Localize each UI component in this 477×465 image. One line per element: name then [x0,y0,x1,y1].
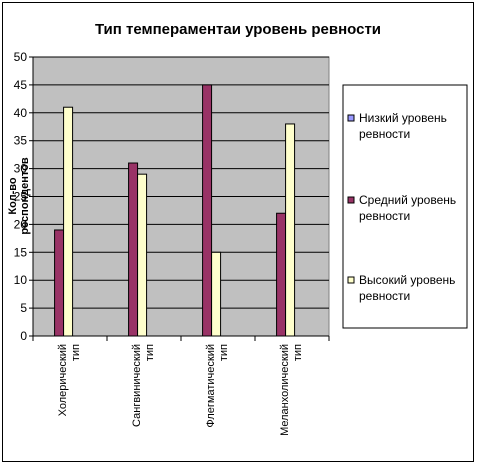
legend-swatch [347,196,355,204]
legend-label-line: ревности [359,289,410,303]
y-tick-label: 25 [14,190,28,204]
bar [128,162,139,337]
x-tick-label: Меланхолическийтип [279,344,304,436]
x-tick-label: Сангвиническийтип [131,344,156,427]
legend-items: Низкий уровень ревности Средний уровень рев… [347,111,456,303]
bar [202,84,213,337]
y-axis-label-line: Кол-во [7,177,19,214]
bar [276,212,287,337]
legend-swatch [347,114,355,122]
legend-label-line: Высокий уровень [359,273,455,287]
bar [54,229,65,337]
bar [211,251,222,337]
legend-label: Низкий уровень ревности [359,111,447,141]
x-tick-label-line: Сангвинический [131,344,143,427]
legend-label-line: Средний уровень [359,193,456,207]
x-tick-label-line: тип [292,344,304,361]
x-axis-ticks: Холерическийтип Сангвиническийтип Флегмати… [32,336,330,436]
y-tick-label: 15 [14,245,28,259]
x-tick-label-line: тип [70,344,82,361]
bar [63,106,74,337]
legend-label-line: ревности [359,209,410,223]
y-tick-label: 45 [14,78,28,92]
legend-label: Высокий уровень ревности [359,273,455,303]
y-tick-label: 20 [14,217,28,231]
x-tick-label-line: тип [144,344,156,361]
x-tick-label-line: Меланхолический [279,344,291,436]
x-tick-label-line: Флегматический [205,344,217,428]
y-axis-label: Кол-вореспондентов [7,157,31,235]
x-tick-label: Флегматическийтип [205,344,230,428]
bar [137,173,148,337]
x-tick-label-line: Холерический [57,344,69,416]
chart-title: Тип темпераментаи уровень ревности [95,21,381,38]
y-tick-label: 40 [14,106,28,120]
legend-label: Средний уровень ревности [359,193,456,223]
legend-label-line: Низкий уровень [359,111,447,125]
y-tick-label: 50 [14,50,28,64]
legend [342,84,468,329]
legend-swatch [347,276,355,284]
y-tick-label: 10 [14,273,28,287]
legend-label-line: ревности [359,127,410,141]
y-axis-label-line: респондентов [19,157,31,235]
x-tick-label-line: тип [218,344,230,361]
y-tick-label: 30 [14,162,28,176]
x-tick-label: Холерическийтип [57,344,82,416]
y-tick-label: 0 [20,329,27,343]
y-tick-label: 35 [14,134,28,148]
y-tick-label: 5 [20,301,27,315]
bar [285,123,296,337]
